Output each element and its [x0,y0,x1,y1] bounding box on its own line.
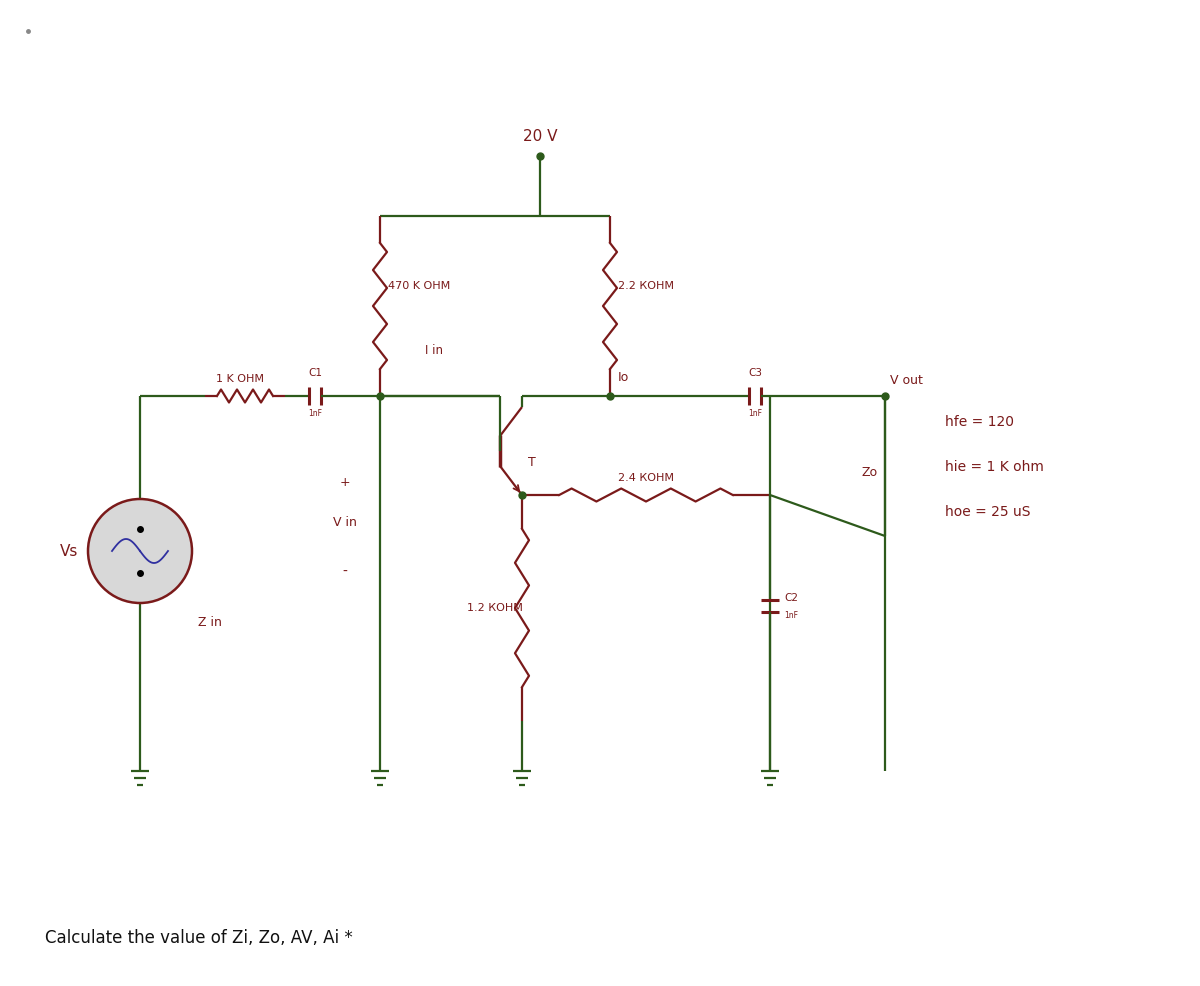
Text: T: T [528,456,535,469]
Text: +: + [340,476,350,489]
Text: hfe = 120: hfe = 120 [946,415,1014,429]
Text: 2.2 КОНM: 2.2 КОНM [618,281,674,291]
Text: 1nF: 1nF [784,611,798,620]
Text: V in: V in [334,516,356,529]
Text: 1nF: 1nF [308,409,322,418]
Text: C3: C3 [748,368,762,378]
Text: 1nF: 1nF [748,409,762,418]
Text: hoe = 25 uS: hoe = 25 uS [946,505,1031,519]
Text: 20 V: 20 V [523,129,557,144]
Text: Zo: Zo [862,466,878,479]
Text: Z in: Z in [198,616,222,629]
Text: hie = 1 K ohm: hie = 1 K ohm [946,460,1044,474]
Text: C1: C1 [308,368,322,378]
Text: -: - [342,565,348,579]
Text: V out: V out [890,374,923,387]
Circle shape [88,499,192,603]
Text: 2.4 КОНM: 2.4 КОНM [618,473,674,483]
Text: I in: I in [425,344,443,358]
Text: Io: Io [618,371,629,384]
Text: 470 K OHM: 470 K OHM [388,281,450,291]
Text: 1.2 КОНM: 1.2 КОНM [467,603,523,613]
Text: 1 K OHM: 1 K OHM [216,374,264,384]
Text: Calculate the value of Zi, Zo, AV, Ai *: Calculate the value of Zi, Zo, AV, Ai * [46,929,353,947]
Text: Vs: Vs [60,543,78,558]
Text: C2: C2 [784,593,798,603]
